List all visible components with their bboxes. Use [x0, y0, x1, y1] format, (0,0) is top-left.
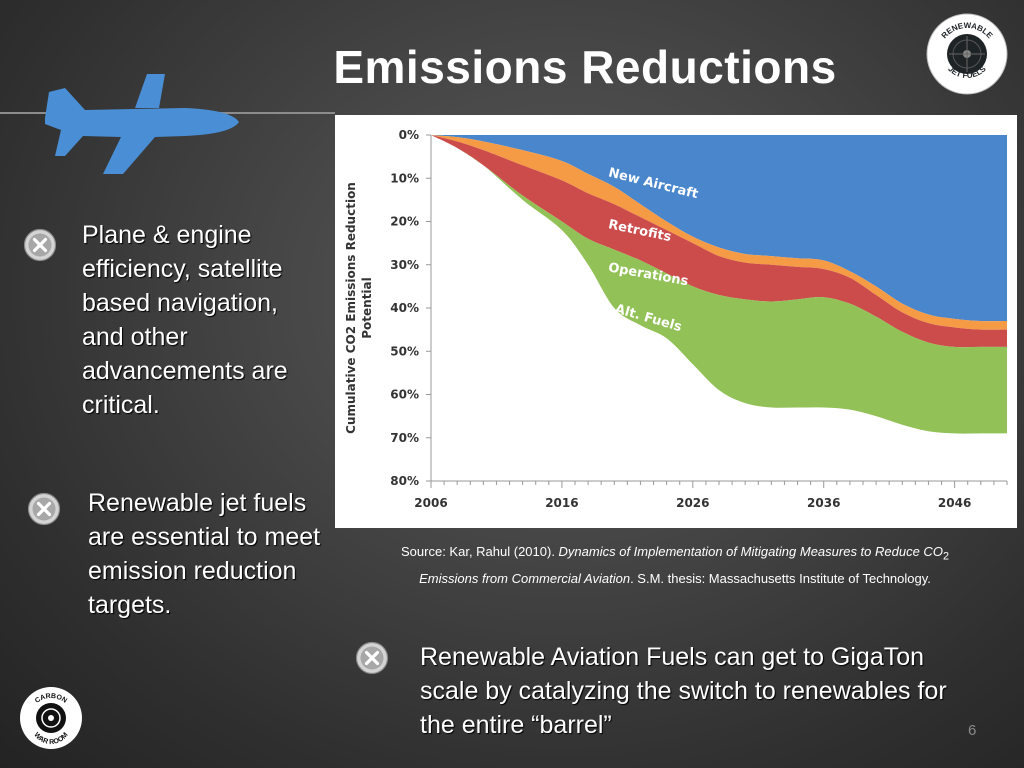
- x-tick-label: 2036: [807, 496, 840, 510]
- bullet-x-icon: [23, 228, 57, 262]
- bullet-renewable-fuels: Renewable jet fuels are essential to mee…: [88, 489, 321, 619]
- y-tick-label: 10%: [390, 171, 419, 185]
- source-subscript: 2: [942, 550, 949, 563]
- x-tick-label: 2006: [414, 496, 447, 510]
- bullet-x-icon: [355, 641, 389, 675]
- y-tick-label: 20%: [390, 215, 419, 229]
- slide-title: Emissions Reductions: [333, 41, 837, 93]
- chart-source-citation: Source: Kar, Rahul (2010). Dynamics of I…: [340, 541, 1010, 589]
- x-tick-label: 2016: [545, 496, 578, 510]
- bullet-x-icon: [27, 492, 61, 526]
- area-new-aircraft: [431, 135, 1007, 322]
- emissions-chart: 0% 10% 20% 30% 40% 50% 60% 70% 80% 2006 2016 2026 20…: [335, 115, 1017, 528]
- y-tick-label: 0%: [399, 128, 419, 142]
- area-alt-fuels: [431, 135, 1007, 434]
- y-tick-label: 40%: [390, 301, 419, 315]
- cwr-top-text: CARBON: [34, 693, 68, 705]
- x-tick-label: 2046: [938, 496, 971, 510]
- page-number: 6: [968, 722, 977, 739]
- y-tick-label: 50%: [390, 344, 419, 358]
- emissions-area-chart: 0% 10% 20% 30% 40% 50% 60% 70% 80% 2006 2016 2026 20…: [344, 128, 1008, 510]
- renewable-jet-fuels-logo: RENEWABLE JET FUELS: [926, 13, 1008, 95]
- y-tick-label: 60%: [390, 388, 419, 402]
- bullet-gigaton-scale: Renewable Aviation Fuels can get to Giga…: [420, 643, 947, 739]
- source-title-part2: Emissions from Commercial Aviation: [419, 570, 631, 586]
- y-tick-label: 80%: [390, 474, 419, 488]
- source-suffix: . S.M. thesis: Massachusetts Institute o…: [630, 570, 931, 586]
- svg-text:CARBON: CARBON: [34, 693, 68, 705]
- y-tick-label: 70%: [390, 431, 419, 445]
- airplane-icon: [45, 74, 239, 174]
- source-prefix: Source: Kar, Rahul (2010).: [401, 544, 559, 559]
- area-retrofits: [431, 135, 1007, 330]
- area-operations: [431, 135, 1007, 348]
- source-title-part1: Dynamics of Implementation of Mitigating…: [558, 544, 943, 559]
- y-axis-label: Cumulative CO2 Emissions Reduction Potent…: [344, 182, 374, 434]
- y-tick-label: 30%: [390, 258, 419, 272]
- x-tick-label: 2026: [676, 496, 709, 510]
- carbon-war-room-logo: CARBON WAR ROOM: [20, 687, 82, 749]
- bullet-efficiency: Plane & engine efficiency, satellite bas…: [82, 221, 288, 419]
